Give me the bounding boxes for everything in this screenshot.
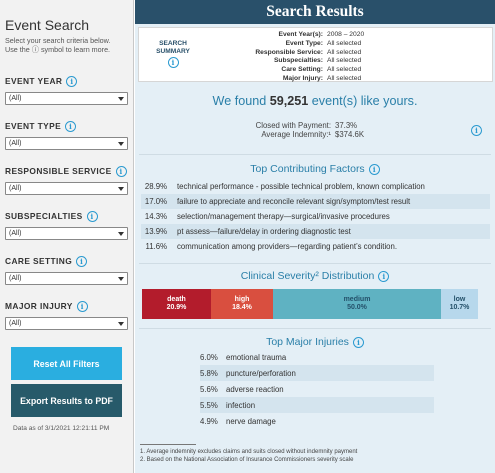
list-item: 5.6% adverse reaction (200, 384, 284, 394)
payment-stats: Closed with Payment: 37.3% Average Indemn… (135, 121, 495, 139)
sidebar-title: Event Search (5, 17, 90, 33)
info-icon[interactable]: i (66, 75, 78, 87)
filter-label-care-setting: CARE SETTING (5, 256, 73, 266)
filter-care-setting: CARE SETTING i (All) (5, 254, 128, 285)
responsible-service-select[interactable]: (All) (5, 182, 128, 195)
chevron-down-icon (118, 186, 124, 191)
summary-label-line2: SUMMARY (156, 48, 190, 55)
info-icon[interactable]: i (65, 120, 77, 132)
info-icon[interactable]: i (368, 163, 380, 175)
filter-label-subspecialties: SUBSPECIALTIES (5, 211, 83, 221)
data-as-of: Data as of 3/1/2021 12:21:11 PM (13, 425, 110, 432)
divider (139, 328, 491, 329)
summary-row: Major Injury: All selected (282, 74, 362, 82)
event-year-value: (All) (9, 95, 22, 102)
filter-label-responsible-service: RESPONSIBLE SERVICE (5, 166, 112, 176)
summary-label-line1: SEARCH (159, 40, 187, 47)
footnote-rule (140, 444, 196, 445)
info-icon[interactable]: i (86, 210, 98, 222)
info-icon[interactable]: i (76, 300, 88, 312)
results-count: We found 59,251 event(s) like yours. (212, 94, 418, 108)
results-panel: Search Results SEARCH SUMMARY i Event Ye… (135, 0, 495, 473)
factors-list: 28.9% technical performance - possible te… (141, 179, 490, 254)
filter-label-major-injury: MAJOR INJURY (5, 301, 73, 311)
filter-event-year: EVENT YEAR i (All) (5, 74, 128, 105)
filter-subspecialties: SUBSPECIALTIES i (All) (5, 209, 128, 240)
reset-all-filters-button[interactable]: Reset All Filters (11, 347, 122, 380)
injuries-list: 6.0% emotional trauma 5.8% puncture/perfor… (200, 349, 434, 429)
list-item: 14.3% selection/management therapy—surgic… (144, 212, 390, 221)
summary-row: Responsible Service: All selected (255, 48, 362, 56)
info-icon[interactable]: i (167, 57, 179, 68)
chevron-down-icon (118, 276, 124, 281)
severity-segment-low: low 10.7% (441, 289, 478, 319)
chevron-down-icon (118, 231, 124, 236)
severity-bar: death 20.9% high 18.4% medium 50.0% low … (142, 289, 478, 319)
event-count: 59,251 (269, 94, 309, 108)
summary-row: Care Setting: All selected (281, 66, 362, 74)
list-item: 11.6% communication among providers—regar… (145, 242, 398, 251)
info-icon[interactable]: i (76, 255, 88, 267)
filter-major-injury: MAJOR INJURY i (All) (5, 299, 128, 330)
divider (139, 263, 491, 264)
factors-title: Top Contributing Factors (250, 163, 365, 175)
sidebar-subtitle-line1: Select your search criteria below. (5, 36, 111, 45)
footnote-2: 2. Based on the National Association of … (140, 457, 354, 463)
filter-label-event-type: EVENT TYPE (5, 121, 62, 131)
summary-row: Subspecialties: All selected (273, 57, 362, 65)
injuries-title: Top Major Injuries (266, 336, 349, 348)
chevron-down-icon (118, 96, 124, 101)
info-icon[interactable]: i (352, 336, 364, 348)
severity-segment-medium: medium 50.0% (273, 289, 441, 319)
indemnity-value: $374.6K (335, 130, 365, 139)
major-injury-value: (All) (9, 320, 22, 327)
severity-title: Clinical Severity² Distribution (240, 270, 375, 282)
filter-label-event-year: EVENT YEAR (5, 76, 63, 86)
subspecialties-select[interactable]: (All) (5, 227, 128, 240)
list-item: 17.0% failure to appreciate and reconcile… (141, 194, 490, 209)
list-item: 6.0% emotional trauma (200, 352, 287, 362)
closed-value: 37.3% (335, 121, 358, 130)
closed-label: Closed with Payment: (255, 121, 331, 130)
subspecialties-value: (All) (9, 230, 22, 237)
summary-row: Event Type: All selected (285, 39, 362, 47)
filter-event-type: EVENT TYPE i (All) (5, 119, 128, 150)
export-pdf-button[interactable]: Export Results to PDF (11, 384, 122, 417)
care-setting-select[interactable]: (All) (5, 272, 128, 285)
list-item: 5.5% infection (200, 397, 434, 413)
info-icon[interactable]: i (115, 165, 127, 177)
page-title: Search Results (135, 0, 495, 24)
responsible-service-value: (All) (9, 185, 22, 192)
event-type-value: (All) (9, 140, 22, 147)
list-item: 13.9% pt assess—failure/delay in ordering… (141, 224, 490, 239)
event-type-select[interactable]: (All) (5, 137, 128, 150)
footnote-1: 1. Average indemnity excludes claims and… (140, 449, 358, 455)
list-item: 5.8% puncture/perforation (200, 365, 434, 381)
indemnity-label: Average Indemnity:¹ (261, 130, 331, 139)
severity-segment-death: death 20.9% (142, 289, 211, 319)
summary-row: Event Year(s): 2008 – 2020 (278, 31, 365, 38)
divider (139, 154, 491, 155)
search-summary: SEARCH SUMMARY i Event Year(s): 2008 – 20… (138, 27, 493, 82)
major-injury-select[interactable]: (All) (5, 317, 128, 330)
severity-segment-high: high 18.4% (211, 289, 273, 319)
info-icon[interactable]: i (378, 270, 390, 282)
chevron-down-icon (118, 321, 124, 326)
list-item: 28.9% technical performance - possible te… (144, 182, 425, 191)
filter-responsible-service: RESPONSIBLE SERVICE i (All) (5, 164, 128, 195)
chevron-down-icon (118, 141, 124, 146)
list-item: 4.9% nerve damage (200, 416, 276, 426)
event-year-select[interactable]: (All) (5, 92, 128, 105)
footnotes: 1. Average indemnity excludes claims and… (140, 448, 357, 464)
info-icon[interactable]: i (471, 125, 482, 136)
sidebar-subtitle-line2: Use the ⓘ symbol to learn more. (5, 45, 111, 54)
filter-sidebar: Event Search Select your search criteria… (0, 0, 134, 473)
care-setting-value: (All) (9, 275, 22, 282)
